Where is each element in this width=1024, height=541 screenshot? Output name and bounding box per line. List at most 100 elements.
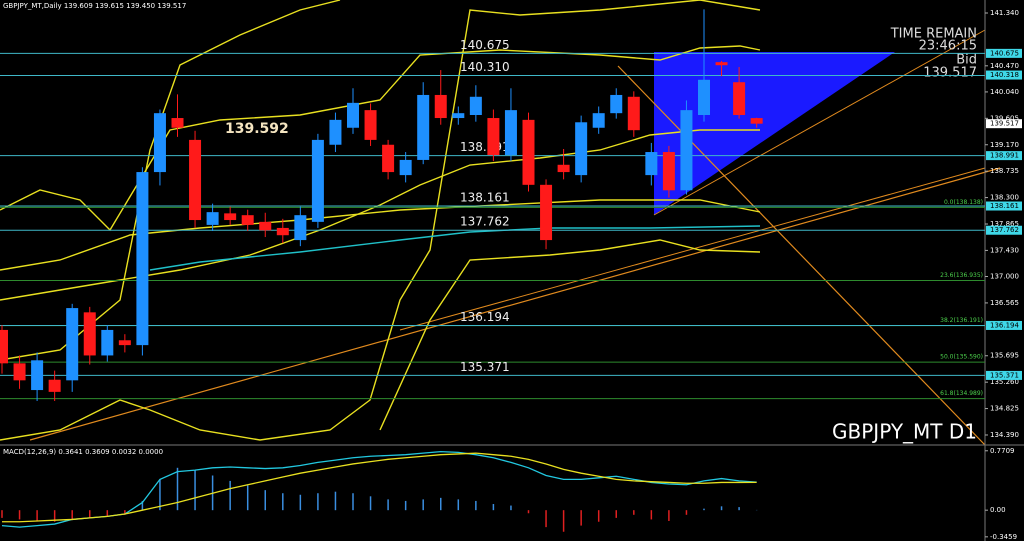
candle-body — [662, 152, 675, 191]
candle-body — [347, 102, 359, 128]
trend-line — [29, 167, 1001, 441]
candle-body — [66, 308, 79, 381]
y-tick-label: 137.865 — [990, 220, 1019, 228]
y-tick-label: 135.695 — [990, 352, 1019, 360]
bid-label: Bid — [956, 53, 977, 68]
band-line — [379, 239, 761, 431]
price-tag-bg — [986, 225, 1022, 235]
macd-signal-line — [2, 452, 757, 523]
candle-body — [417, 94, 430, 160]
price-tag-bg — [986, 201, 1022, 211]
price-tag: 138.991 — [990, 152, 1019, 160]
y-tick-label: 141.340 — [990, 9, 1019, 17]
candle-body — [504, 110, 517, 156]
macd-y-tick-label: 0.00 — [990, 506, 1006, 514]
y-tick-label: 139.605 — [990, 114, 1019, 122]
candle-body — [294, 215, 307, 241]
trend-line — [653, 29, 986, 216]
candle-body — [276, 227, 289, 236]
time-remain-label: TIME REMAIN — [890, 27, 977, 42]
candle-body — [364, 110, 377, 140]
candle-body — [627, 96, 640, 131]
candle-body — [733, 82, 746, 115]
y-tick-label: 136.565 — [990, 299, 1019, 307]
level-label: 140.310 — [460, 60, 510, 74]
candle-body — [259, 221, 272, 231]
triangle-object — [654, 52, 895, 215]
fib-label: 23.6(136.935) — [940, 272, 983, 279]
candle-body — [206, 212, 219, 225]
trend-line — [617, 65, 986, 446]
y-tick-label: 140.040 — [990, 88, 1019, 96]
price-tag: 138.161 — [990, 202, 1019, 210]
candle-body — [171, 118, 184, 128]
y-tick-label: 138.735 — [990, 167, 1019, 175]
candle-body — [13, 363, 26, 381]
price-tag: 137.762 — [990, 226, 1019, 234]
fib-label: 50.0(135.590) — [940, 354, 983, 361]
level-label: 136.194 — [460, 310, 510, 324]
candle-body — [329, 119, 342, 145]
chart-header: GBPJPY_MT,Daily 139.609 139.615 139.450 … — [3, 2, 186, 10]
macd-y-tick-label: -0.3459 — [990, 533, 1017, 541]
candle-body — [610, 94, 623, 114]
band-line — [0, 0, 761, 441]
level-label: 138.161 — [460, 191, 510, 205]
ma-line — [149, 225, 761, 271]
candle-body — [540, 184, 553, 241]
band-line — [0, 45, 761, 232]
y-tick-label: 137.000 — [990, 273, 1019, 281]
candle-body — [680, 110, 693, 191]
y-tick-label: 135.260 — [990, 378, 1019, 386]
candle-body — [645, 152, 658, 176]
price-tag-bg — [986, 370, 1022, 380]
candle-body — [31, 360, 44, 391]
time-remain: 23:46:15 — [919, 39, 977, 54]
candle-body — [399, 159, 412, 176]
price-tag-bg — [986, 70, 1022, 80]
fib-label: 0.0(138.138) — [944, 199, 983, 206]
price-tag: 140.675 — [990, 49, 1019, 57]
y-tick-label: 137.430 — [990, 246, 1019, 254]
candle-body — [241, 215, 254, 225]
price-tag: 135.371 — [990, 371, 1019, 379]
price-annotation: 139.592 — [225, 121, 289, 137]
candle-body — [189, 139, 202, 221]
candle-body — [0, 329, 8, 364]
fib-label: 61.8(134.989) — [940, 390, 983, 397]
level-label: 138.991 — [460, 140, 510, 154]
price-tag: 136.194 — [990, 321, 1019, 329]
candle-body — [557, 164, 570, 173]
y-tick-label: 134.390 — [990, 431, 1019, 439]
macd-main-line — [1, 450, 757, 528]
candle-body — [136, 172, 149, 346]
bid-value: 139.517 — [923, 66, 977, 81]
candle-body — [118, 340, 131, 346]
candle-body — [575, 122, 588, 176]
candle-body — [83, 312, 96, 356]
price-tag-bg — [986, 119, 1022, 129]
candle-body — [382, 144, 395, 173]
price-tag-bg — [986, 320, 1022, 330]
level-label: 135.371 — [460, 360, 510, 374]
level-label: 140.675 — [460, 38, 510, 52]
candle-body — [153, 113, 166, 173]
macd-header: MACD(12,26,9) 0.3641 0.3609 0.0032 0.000… — [3, 448, 163, 456]
candle-body — [750, 118, 763, 124]
candle-body — [469, 96, 482, 115]
price-tag: 139.517 — [990, 120, 1019, 128]
price-tag-bg — [986, 48, 1022, 58]
macd-y-tick-label: 0.7709 — [990, 447, 1015, 455]
y-tick-label: 138.300 — [990, 194, 1019, 202]
y-tick-label: 140.470 — [990, 62, 1019, 70]
candle-body — [522, 119, 535, 185]
y-tick-label: 134.825 — [990, 405, 1019, 413]
candle-body — [311, 139, 324, 222]
candle-body — [452, 113, 465, 119]
candle-body — [101, 329, 114, 356]
band-line — [0, 199, 761, 271]
fib-label: 38.2(136.191) — [940, 317, 983, 324]
